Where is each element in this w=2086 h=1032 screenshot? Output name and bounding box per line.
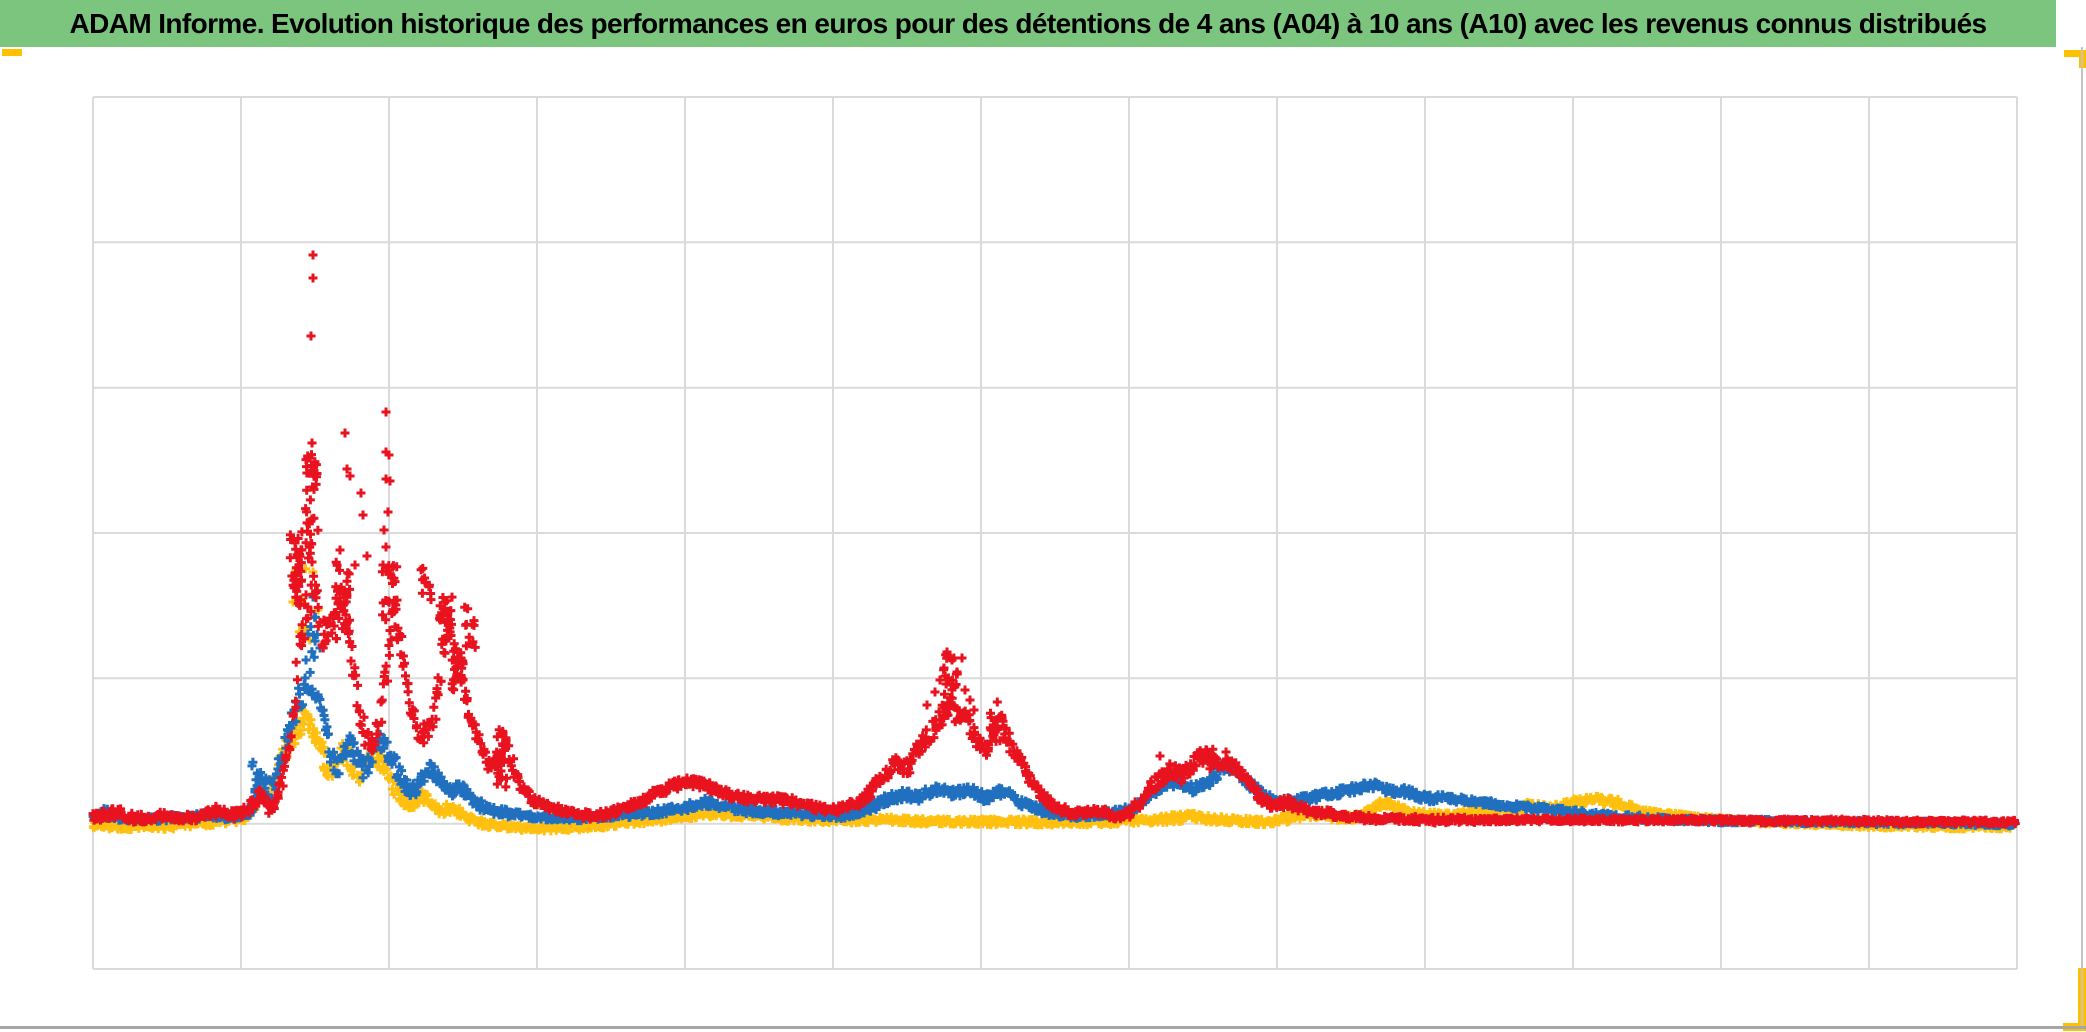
gold-series-markers[interactable] — [88, 516, 2016, 836]
chart-title: ADAM Informe. Evolution historique des p… — [69, 7, 1987, 39]
blue-series-markers[interactable] — [88, 587, 2019, 831]
red-series-markers[interactable] — [88, 250, 2020, 829]
selection-handle-top-right[interactable] — [2064, 50, 2086, 57]
window-bottom-border — [0, 1026, 2086, 1029]
selection-handle-top-left[interactable] — [2, 49, 22, 56]
chart-right-border — [2081, 47, 2083, 1030]
chart-title-bar: ADAM Informe. Evolution historique des p… — [0, 0, 2056, 47]
plot-gridlines — [92, 96, 2018, 970]
